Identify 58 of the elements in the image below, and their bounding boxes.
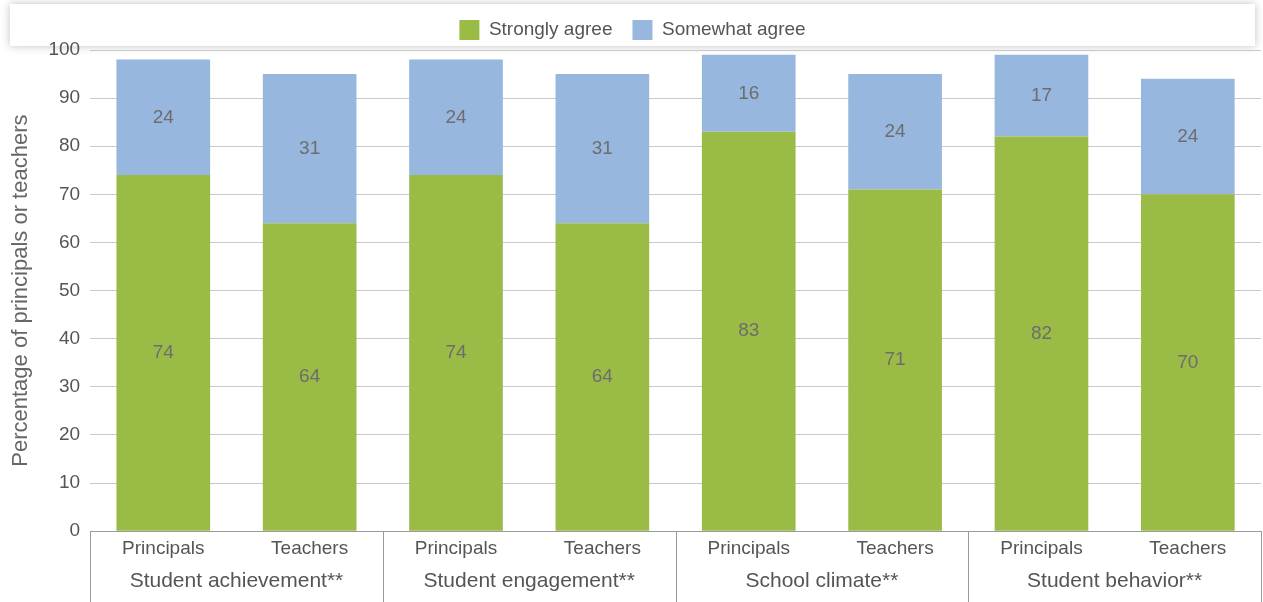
x-tick-label: Principals [1000,536,1083,558]
bar [701,131,796,531]
data-label: 74 [152,341,175,363]
y-tick-label: 0 [69,519,81,541]
bar [262,74,357,224]
x-tick-label: Teachers [271,536,349,558]
bar [848,189,942,531]
data-label: 70 [1177,350,1199,372]
data-label: 83 [738,319,760,341]
data-label: 16 [738,81,760,103]
y-axis-title: Percentage of principals or teachers [7,114,33,467]
legend-label: Strongly agree [488,18,613,40]
data-label: 31 [591,136,613,158]
data-label: 82 [1030,321,1053,343]
x-tick-label: Teachers [1149,536,1227,558]
data-label: 17 [1030,83,1053,105]
y-tick-label: 70 [58,182,81,204]
bar [409,175,503,531]
data-label: 24 [152,105,175,127]
data-label: 24 [445,105,467,127]
data-label: 71 [884,348,906,370]
x-tick-label: Principals [122,536,205,558]
bar [701,54,796,132]
data-label: 74 [445,341,467,363]
y-tick-label: 100 [48,38,81,60]
bar [555,223,650,531]
y-tick-label: 90 [58,86,81,108]
y-tick-label: 40 [58,326,81,348]
bar [262,223,357,531]
bar [1140,194,1235,531]
y-tick-label: 60 [58,230,81,252]
data-label: 24 [884,120,907,142]
data-label: 64 [591,365,614,387]
y-tick-label: 80 [58,134,81,156]
bar [994,54,1089,137]
bar [116,175,211,531]
text: School climate** [745,568,899,591]
x-tick-label: Principals [414,536,498,558]
y-tick-label: 20 [58,423,81,445]
y-tick-label: 30 [58,375,81,397]
x-tick-label: Teachers [563,536,641,558]
bar [994,136,1089,531]
text: Student behavior** [1027,568,1203,591]
y-tick-label: 10 [58,471,81,493]
legend-label: Somewhat agree [661,18,806,40]
bar [116,59,211,176]
data-label: 64 [299,365,321,387]
bar [848,74,942,190]
bar [1140,78,1235,195]
text: Student achievement** [129,568,344,591]
bar [555,74,650,224]
x-tick-label: Teachers [856,536,934,558]
text: Student engagement** [423,568,635,591]
x-tick-label: Principals [707,536,790,558]
y-tick-label: 50 [58,278,81,300]
bar [409,59,503,176]
data-label: 24 [1177,124,1199,146]
data-label: 31 [299,136,321,158]
